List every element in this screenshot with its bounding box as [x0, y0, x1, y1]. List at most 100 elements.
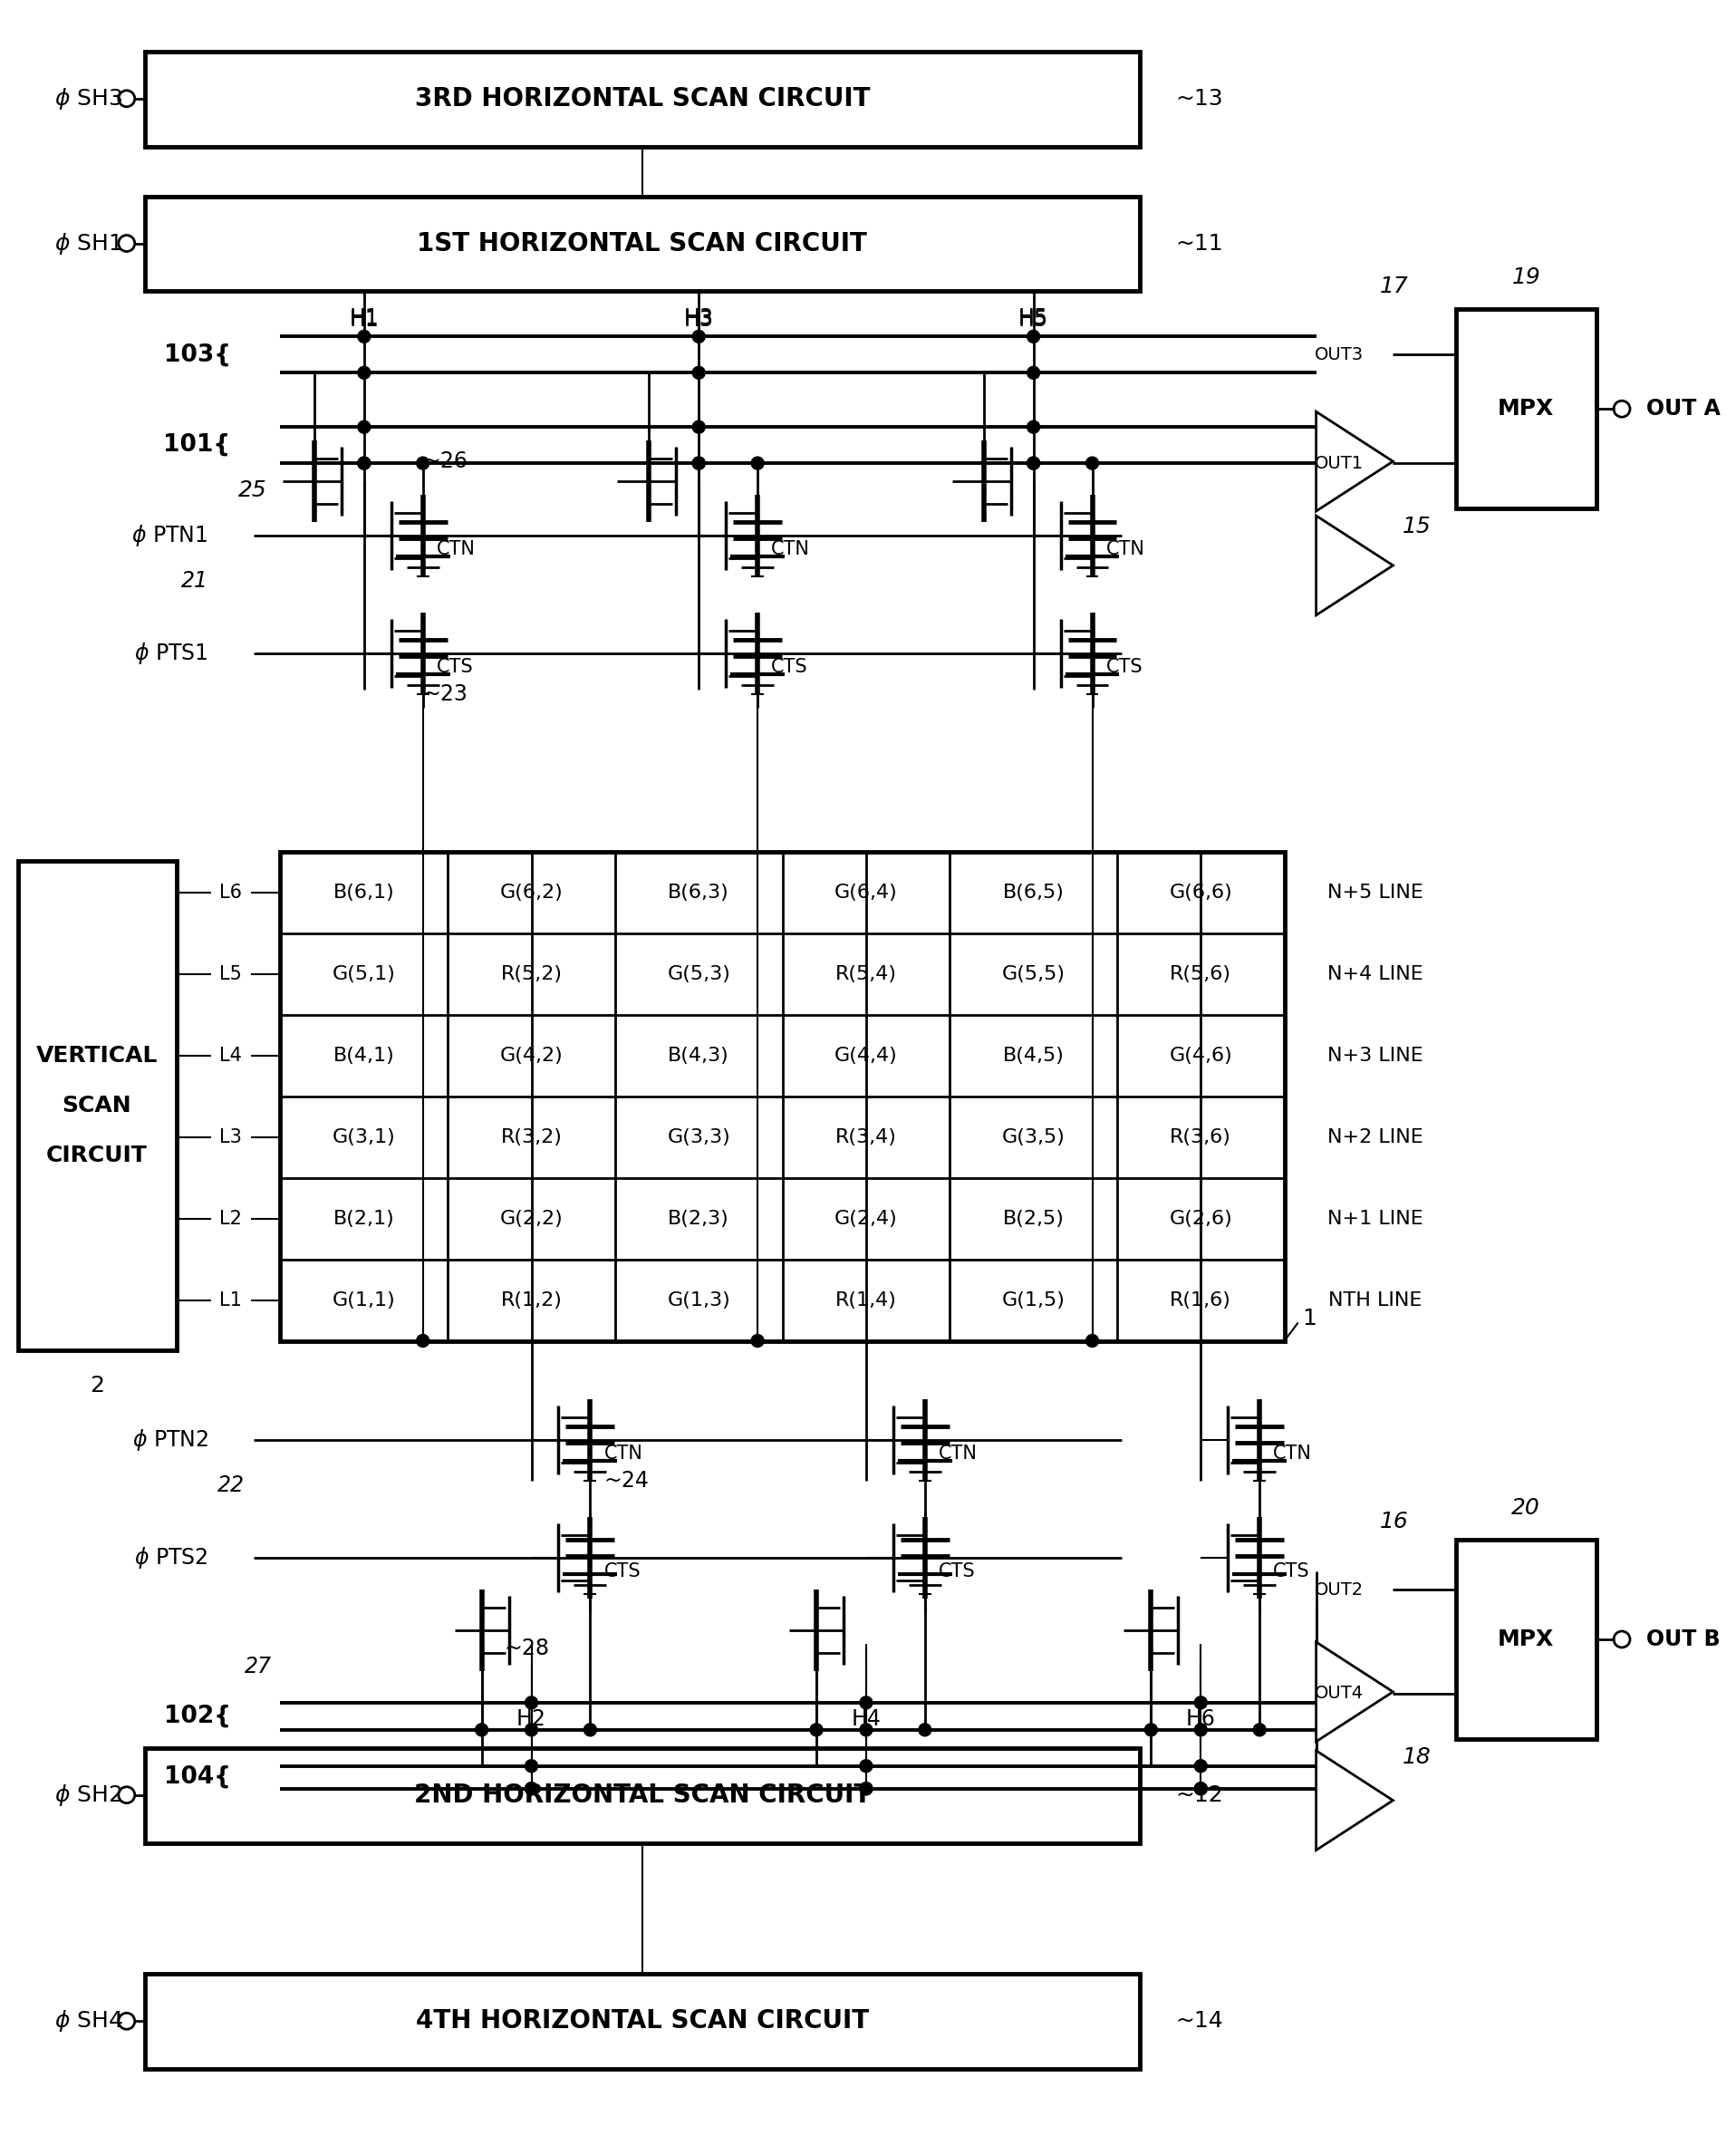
- Circle shape: [693, 457, 705, 470]
- Circle shape: [859, 1761, 873, 1771]
- Text: $\phi$ SH2: $\phi$ SH2: [54, 1782, 122, 1808]
- Circle shape: [1144, 1724, 1158, 1737]
- Circle shape: [1087, 457, 1099, 470]
- Text: B(2,1): B(2,1): [333, 1209, 394, 1228]
- Circle shape: [524, 1782, 538, 1795]
- Text: 2ND HORIZONTAL SCAN CIRCUIT: 2ND HORIZONTAL SCAN CIRCUIT: [413, 1782, 871, 1808]
- Text: G(5,3): G(5,3): [667, 965, 731, 983]
- Circle shape: [693, 330, 705, 343]
- Circle shape: [918, 1724, 930, 1737]
- Text: $\phi$ SH3: $\phi$ SH3: [54, 86, 122, 112]
- Text: L2: L2: [219, 1209, 241, 1228]
- Text: ~11: ~11: [1175, 233, 1224, 254]
- Text: 17: 17: [1380, 276, 1408, 297]
- Text: N+4 LINE: N+4 LINE: [1326, 965, 1424, 983]
- Polygon shape: [1316, 412, 1392, 511]
- Circle shape: [752, 457, 764, 470]
- Text: N+3 LINE: N+3 LINE: [1326, 1047, 1424, 1065]
- Text: CTS: CTS: [771, 657, 807, 677]
- Text: N+5 LINE: N+5 LINE: [1326, 884, 1424, 903]
- Text: ~14: ~14: [1175, 2011, 1224, 2032]
- Text: 15: 15: [1403, 515, 1430, 537]
- Text: L6: L6: [219, 884, 241, 903]
- Text: CTS: CTS: [1272, 1562, 1311, 1580]
- Text: B(6,1): B(6,1): [333, 884, 394, 903]
- Text: H4: H4: [851, 1709, 880, 1730]
- Circle shape: [1194, 1782, 1207, 1795]
- Text: 16: 16: [1380, 1511, 1408, 1532]
- Circle shape: [1194, 1761, 1207, 1771]
- Text: 25: 25: [238, 478, 267, 502]
- Text: CTS: CTS: [604, 1562, 641, 1580]
- Circle shape: [524, 1696, 538, 1709]
- Text: CTN: CTN: [1272, 1444, 1312, 1463]
- Text: B(4,3): B(4,3): [668, 1047, 729, 1065]
- Text: $\phi$ PTN1: $\phi$ PTN1: [132, 524, 208, 547]
- Text: 19: 19: [1512, 267, 1540, 289]
- Text: B(4,5): B(4,5): [1003, 1047, 1064, 1065]
- Polygon shape: [1316, 1642, 1392, 1741]
- Circle shape: [1253, 1724, 1266, 1737]
- Text: H5: H5: [1019, 308, 1049, 330]
- Text: R(1,2): R(1,2): [500, 1291, 562, 1308]
- Text: $\phi$ PTN2: $\phi$ PTN2: [132, 1427, 208, 1452]
- Text: OUT B: OUT B: [1646, 1629, 1720, 1651]
- Text: SCAN: SCAN: [62, 1095, 132, 1116]
- Text: R(3,4): R(3,4): [835, 1129, 898, 1146]
- Circle shape: [524, 1724, 538, 1737]
- Text: G(2,6): G(2,6): [1170, 1209, 1233, 1228]
- Text: $\phi$ PTS2: $\phi$ PTS2: [134, 1545, 208, 1571]
- Text: L5: L5: [219, 965, 241, 983]
- Bar: [1457, 310, 1597, 509]
- Text: ~28: ~28: [503, 1638, 550, 1659]
- Text: $\phi$ PTS1: $\phi$ PTS1: [134, 640, 208, 666]
- Text: G(4,6): G(4,6): [1170, 1047, 1233, 1065]
- Text: $\phi$ SH4: $\phi$ SH4: [54, 2008, 123, 2034]
- Text: MPX: MPX: [1498, 1629, 1554, 1651]
- Circle shape: [1194, 1724, 1207, 1737]
- Text: ~13: ~13: [1175, 88, 1224, 110]
- Text: CTN: CTN: [771, 541, 811, 558]
- Text: N+1 LINE: N+1 LINE: [1326, 1209, 1424, 1228]
- Circle shape: [1194, 1782, 1207, 1795]
- Text: 2: 2: [90, 1375, 104, 1396]
- Text: MPX: MPX: [1498, 399, 1554, 420]
- Text: ~12: ~12: [1175, 1784, 1224, 1806]
- Circle shape: [358, 330, 370, 343]
- Circle shape: [524, 1782, 538, 1795]
- Text: NTH LINE: NTH LINE: [1328, 1291, 1422, 1308]
- Text: H1: H1: [349, 308, 378, 330]
- Circle shape: [693, 420, 705, 433]
- Text: G(6,6): G(6,6): [1170, 884, 1233, 903]
- Text: B(6,3): B(6,3): [668, 884, 729, 903]
- Circle shape: [859, 1782, 873, 1795]
- Circle shape: [476, 1724, 488, 1737]
- Bar: [17, 862, 177, 1349]
- Circle shape: [811, 1724, 823, 1737]
- Text: CTN: CTN: [604, 1444, 642, 1463]
- Text: OUT4: OUT4: [1314, 1685, 1363, 1702]
- Circle shape: [358, 457, 370, 470]
- Bar: [281, 851, 1285, 1340]
- Text: H3: H3: [684, 310, 713, 332]
- Text: G(3,5): G(3,5): [1002, 1129, 1066, 1146]
- Text: H6: H6: [1186, 1709, 1215, 1730]
- Circle shape: [1087, 1334, 1099, 1347]
- Circle shape: [693, 366, 705, 379]
- Text: CTS: CTS: [1106, 657, 1142, 677]
- Circle shape: [1028, 366, 1040, 379]
- Text: L1: L1: [219, 1291, 241, 1308]
- Text: 104{: 104{: [163, 1765, 231, 1789]
- Circle shape: [1028, 457, 1040, 470]
- Circle shape: [358, 420, 370, 433]
- Text: CTN: CTN: [939, 1444, 977, 1463]
- Text: R(1,4): R(1,4): [835, 1291, 898, 1308]
- Text: R(5,2): R(5,2): [500, 965, 562, 983]
- Text: ~26: ~26: [424, 450, 469, 472]
- Text: G(2,4): G(2,4): [835, 1209, 898, 1228]
- Circle shape: [583, 1724, 597, 1737]
- Text: CTS: CTS: [939, 1562, 976, 1580]
- Circle shape: [1028, 457, 1040, 470]
- Bar: [144, 1974, 1141, 2069]
- Text: R(1,6): R(1,6): [1170, 1291, 1231, 1308]
